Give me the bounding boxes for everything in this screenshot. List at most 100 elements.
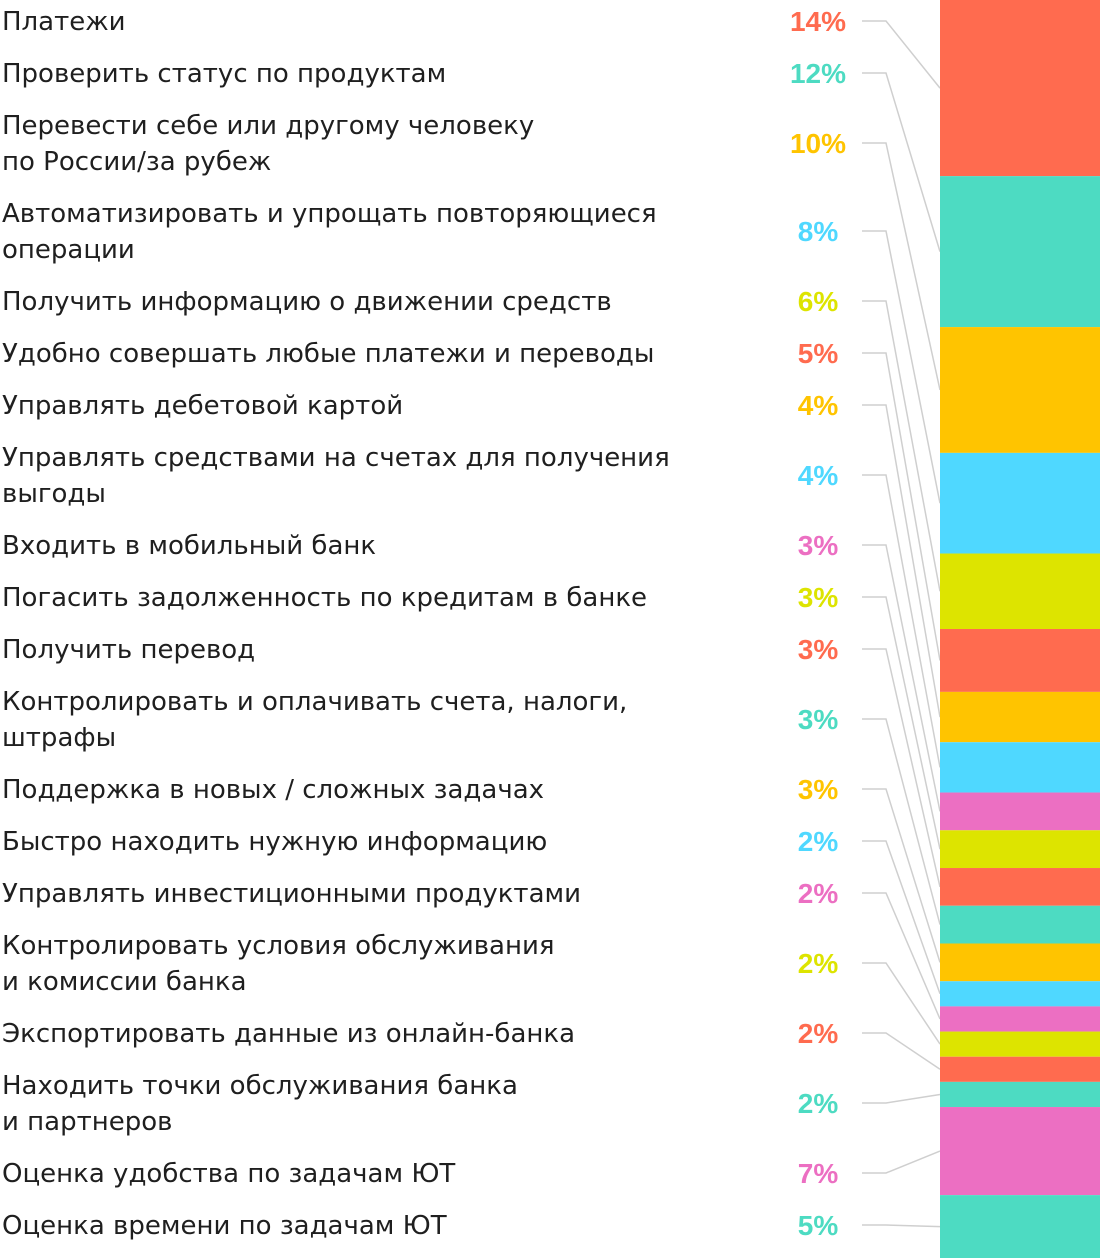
- value-label-7: 4%: [798, 390, 839, 421]
- connector-line-4: [862, 230, 941, 504]
- value-label-13: 3%: [798, 774, 839, 805]
- value-label-1: 14%: [790, 6, 846, 37]
- category-label-line: Удобно совершать любые платежи и перевод…: [2, 339, 654, 369]
- stacked-bar: [940, 0, 1100, 1258]
- category-label-line: Оценка удобства по задачам ЮТ: [2, 1159, 455, 1189]
- bar-segment-17: [940, 1056, 1100, 1082]
- value-label-8: 4%: [798, 460, 839, 491]
- connector-line-17: [862, 1032, 941, 1070]
- category-label-line: Контролировать и оплачивать счета, налог…: [2, 687, 627, 717]
- category-label-14: Быстро находить нужную информацию: [2, 827, 547, 857]
- category-label-line: выгоды: [2, 479, 106, 509]
- connector-line-10: [862, 596, 941, 850]
- bar-segment-1: [940, 0, 1100, 177]
- category-label-line: Погасить задолженность по кредитам в бан…: [2, 583, 647, 613]
- category-label-20: Оценка времени по задачам ЮТ: [2, 1211, 447, 1241]
- category-labels: Платежи Проверить статус по продуктам Пере…: [2, 7, 670, 1241]
- category-label-2: Проверить статус по продуктам: [2, 59, 446, 89]
- category-label-9: Входить в мобильный банк: [2, 531, 376, 561]
- value-label-14: 2%: [798, 826, 839, 857]
- value-label-19: 7%: [798, 1158, 839, 1189]
- category-label-line: штрафы: [2, 723, 116, 753]
- bar-segment-5: [940, 553, 1100, 629]
- category-label-line: Экспортировать данные из онлайн-банка: [2, 1019, 575, 1049]
- category-label-16: Контролировать условия обслуживания и ком…: [2, 931, 555, 997]
- category-label-line: Получить информацию о движении средств: [2, 287, 612, 317]
- bar-segment-4: [940, 452, 1100, 554]
- category-label-line: Управлять средствами на счетах для получ…: [2, 443, 670, 473]
- category-label-17: Экспортировать данные из онлайн-банка: [2, 1019, 575, 1049]
- bar-segment-10: [940, 830, 1100, 869]
- category-label-line: и партнеров: [2, 1107, 172, 1137]
- category-label-line: Оценка времени по задачам ЮТ: [2, 1211, 447, 1241]
- value-label-20: 5%: [798, 1210, 839, 1241]
- category-label-5: Получить информацию о движении средств: [2, 287, 612, 317]
- value-label-11: 3%: [798, 634, 839, 665]
- connector-line-5: [862, 300, 941, 592]
- value-label-9: 3%: [798, 530, 839, 561]
- connector-line-6: [862, 352, 941, 661]
- category-label-line: и комиссии банка: [2, 967, 247, 997]
- bar-segment-9: [940, 792, 1100, 831]
- category-label-line: Автоматизировать и упрощать повторяющиес…: [2, 199, 657, 229]
- category-label-12: Контролировать и оплачивать счета, налог…: [2, 687, 627, 753]
- bar-segment-3: [940, 327, 1100, 453]
- category-label-line: Поддержка в новых / сложных задачах: [2, 775, 544, 805]
- connector-line-7: [862, 404, 941, 718]
- bar-segment-14: [940, 981, 1100, 1007]
- category-label-11: Получить перевод: [2, 635, 255, 665]
- bar-segment-20: [940, 1195, 1100, 1258]
- category-label-10: Погасить задолженность по кредитам в бан…: [2, 583, 647, 613]
- category-label-line: Входить в мобильный банк: [2, 531, 376, 561]
- category-label-line: Находить точки обслуживания банка: [2, 1071, 518, 1101]
- category-label-line: Платежи: [2, 7, 126, 37]
- connector-line-16: [862, 962, 941, 1045]
- connector-line-12: [862, 718, 941, 925]
- connector-line-3: [862, 142, 941, 391]
- category-label-4: Автоматизировать и упрощать повторяющиес…: [2, 199, 657, 265]
- category-label-19: Оценка удобства по задачам ЮТ: [2, 1159, 455, 1189]
- bar-segment-11: [940, 868, 1100, 906]
- connector-line-19: [862, 1150, 941, 1174]
- connector-line-8: [862, 474, 941, 768]
- value-label-5: 6%: [798, 286, 839, 317]
- category-label-1: Платежи: [2, 7, 126, 37]
- category-label-line: Управлять инвестиционными продуктами: [2, 879, 581, 909]
- value-label-10: 3%: [798, 582, 839, 613]
- bar-segment-18: [940, 1081, 1100, 1108]
- category-label-line: по России/за рубеж: [2, 147, 271, 177]
- value-label-3: 10%: [790, 128, 846, 159]
- connector-line-9: [862, 544, 941, 812]
- value-label-18: 2%: [798, 1088, 839, 1119]
- bar-segment-8: [940, 742, 1100, 793]
- category-label-3: Перевести себе или другому человеку по Ро…: [2, 111, 534, 177]
- category-label-line: Проверить статус по продуктам: [2, 59, 446, 89]
- bar-segment-15: [940, 1006, 1100, 1032]
- category-label-18: Находить точки обслуживания банка и партн…: [2, 1071, 518, 1137]
- value-label-6: 5%: [798, 338, 839, 369]
- value-label-4: 8%: [798, 216, 839, 247]
- connector-line-15: [862, 892, 941, 1020]
- bar-segment-12: [940, 905, 1100, 944]
- category-label-line: Быстро находить нужную информацию: [2, 827, 547, 857]
- bar-segment-13: [940, 943, 1100, 982]
- category-label-13: Поддержка в новых / сложных задачах: [2, 775, 544, 805]
- connector-line-18: [862, 1093, 941, 1104]
- connector-line-11: [862, 648, 941, 888]
- category-label-line: Получить перевод: [2, 635, 255, 665]
- category-label-line: Управлять дебетовой картой: [2, 391, 403, 421]
- connector-lines: [862, 20, 941, 1228]
- category-label-6: Удобно совершать любые платежи и перевод…: [2, 339, 654, 369]
- value-label-12: 3%: [798, 704, 839, 735]
- bar-segment-6: [940, 629, 1100, 692]
- value-labels: 14% 12% 10% 8% 6% 5% 4% 4% 3% 3% 3% 3% 3% 2% 2% 2% 2% 2% 7…: [790, 6, 846, 1241]
- category-label-line: операции: [2, 235, 135, 265]
- category-label-line: Перевести себе или другому человеку: [2, 111, 534, 141]
- category-label-line: Контролировать условия обслуживания: [2, 931, 555, 961]
- value-label-17: 2%: [798, 1018, 839, 1049]
- connector-line-14: [862, 840, 941, 995]
- value-label-15: 2%: [798, 878, 839, 909]
- bar-segment-2: [940, 176, 1100, 328]
- connector-line-13: [862, 788, 941, 963]
